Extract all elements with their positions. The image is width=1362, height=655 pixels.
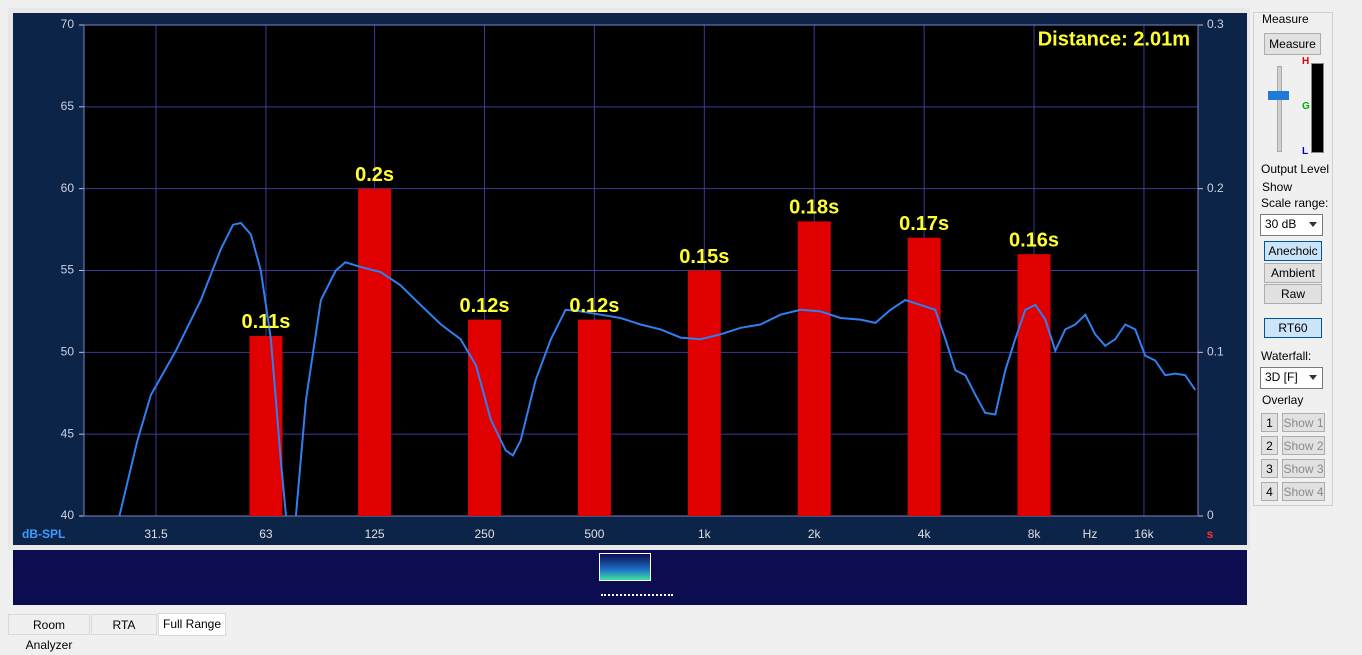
waterfall-thumbnail-base xyxy=(601,582,673,596)
x-tick-label: 63 xyxy=(259,527,273,541)
scale-select[interactable]: 30 dB xyxy=(1260,214,1323,236)
bar-label: 0.12s xyxy=(459,295,509,317)
x-tick-label: 500 xyxy=(584,527,604,541)
y-tick-label: 45 xyxy=(61,426,75,440)
y2-tick-label: 0.1 xyxy=(1207,345,1224,359)
view-button[interactable]: Ambient xyxy=(1264,263,1322,283)
bar-label: 0.12s xyxy=(569,295,619,317)
page: dB-SPL Hz s 40 45 50 55 60 65 70 0 0.1 0.2 0.3 31.5… xyxy=(8,12,1333,652)
bar xyxy=(358,188,392,516)
bar-label: 0.16s xyxy=(1009,229,1059,251)
x-tick-label: 31.5 xyxy=(144,527,168,541)
view-button[interactable]: Raw xyxy=(1264,284,1322,304)
overlay-number[interactable]: 4 xyxy=(1261,482,1278,501)
y2-axis-label: s xyxy=(1207,527,1214,541)
waterfall-select[interactable]: 3D [F] xyxy=(1260,367,1323,389)
tab[interactable]: RTA xyxy=(91,614,157,635)
x-tick-label: 1k xyxy=(698,527,712,541)
x-tick-label: 250 xyxy=(474,527,494,541)
bar xyxy=(797,221,831,516)
y2-tick-label: 0.3 xyxy=(1207,17,1224,31)
y-tick-label: 60 xyxy=(61,181,75,195)
response-line xyxy=(118,221,1197,516)
meter-label: L xyxy=(1302,146,1309,157)
rt60-button[interactable]: RT60 xyxy=(1264,318,1322,338)
output-meter xyxy=(1311,63,1324,153)
y2-tick-label: 0.2 xyxy=(1207,181,1224,195)
overlay-button[interactable]: Show 2 xyxy=(1282,436,1325,455)
bar xyxy=(1017,254,1051,516)
bar xyxy=(249,335,283,516)
view-button[interactable]: Anechoic xyxy=(1264,241,1322,261)
y-tick-label: 40 xyxy=(61,508,75,522)
y-tick-label: 55 xyxy=(61,263,75,277)
overlay-number[interactable]: 3 xyxy=(1261,459,1278,478)
level-slider-track xyxy=(1277,66,1282,152)
bar xyxy=(907,237,941,516)
overlay-number[interactable]: 2 xyxy=(1261,436,1278,455)
bar-label: 0.17s xyxy=(899,213,949,235)
waterfall-thumbnail[interactable] xyxy=(599,553,651,581)
overlay-button[interactable]: Show 4 xyxy=(1282,482,1325,501)
y-tick-label: 70 xyxy=(61,17,75,31)
x-tick-label: 16k xyxy=(1134,527,1154,541)
plot-border xyxy=(83,24,1199,517)
y-tick-label: 65 xyxy=(61,99,75,113)
field-label: Scale range: xyxy=(1261,196,1329,210)
bar-label: 0.2s xyxy=(355,164,394,186)
annotation: Distance: 2.01m xyxy=(1038,28,1190,50)
group-title: Measure xyxy=(1262,12,1309,26)
y2-tick-label: 0 xyxy=(1207,508,1214,522)
x-tick-label: 8k xyxy=(1028,527,1042,541)
meter-caption: Output Level xyxy=(1261,162,1330,176)
bar xyxy=(467,319,501,516)
waterfall-strip xyxy=(13,550,1247,605)
bar-label: 0.15s xyxy=(679,246,729,268)
x-tick-label: 2k xyxy=(808,527,822,541)
measure-button[interactable]: Measure xyxy=(1264,33,1321,55)
meter-label: G xyxy=(1302,101,1310,112)
x-axis-label: Hz xyxy=(1083,527,1098,541)
bar-label: 0.18s xyxy=(789,197,839,219)
bar xyxy=(577,319,611,516)
y-tick-label: 50 xyxy=(61,345,75,359)
tab[interactable]: Room Analyzer xyxy=(8,614,90,652)
x-tick-label: 125 xyxy=(365,527,385,541)
overlay-button[interactable]: Show 1 xyxy=(1282,413,1325,432)
chart: dB-SPL Hz s 40 45 50 55 60 65 70 0 0.1 0.2 0.3 31.5… xyxy=(13,13,1247,545)
overlay-number[interactable]: 1 xyxy=(1261,413,1278,432)
x-tick-label: 4k xyxy=(918,527,932,541)
tab[interactable]: Full Range xyxy=(158,613,226,636)
overlay-button[interactable]: Show 3 xyxy=(1282,459,1325,478)
y-axis-label: dB-SPL xyxy=(22,527,65,541)
level-slider-thumb[interactable] xyxy=(1268,91,1289,100)
group-title: Show xyxy=(1262,180,1293,194)
meter-label: H xyxy=(1302,56,1310,67)
bar xyxy=(687,270,721,516)
field-label: Waterfall: xyxy=(1261,349,1312,363)
bar-label: 0.11s xyxy=(241,311,290,333)
group-title: Overlay xyxy=(1262,393,1304,407)
